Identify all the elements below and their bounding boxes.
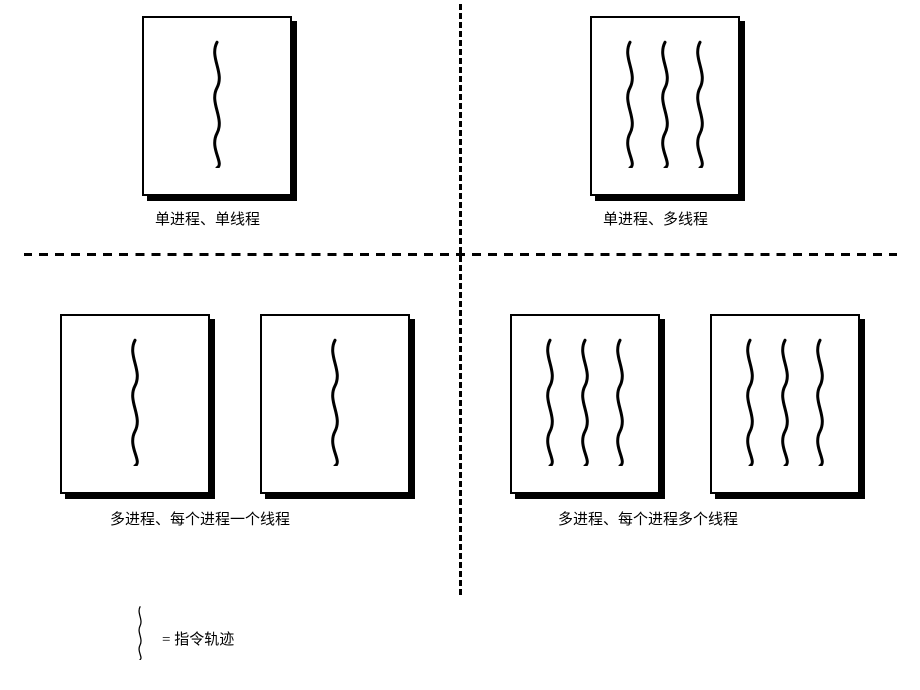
thread-wave-icon (123, 336, 147, 466)
quadrant-label-tr: 单进程、多线程 (603, 208, 708, 229)
thread-wave-icon (618, 38, 642, 168)
legend-text: = 指令轨迹 (162, 628, 234, 649)
vertical-divider (459, 4, 462, 595)
thread-wave-icon (773, 336, 797, 466)
quadrant-label-bl: 多进程、每个进程一个线程 (110, 508, 290, 529)
thread-wave-icon (573, 336, 597, 466)
thread-wave-icon (323, 336, 347, 466)
thread-wave-icon (608, 336, 632, 466)
thread-wave-icon (738, 336, 762, 466)
thread-wave-icon (808, 336, 832, 466)
thread-wave-icon (688, 38, 712, 168)
thread-wave-icon (135, 605, 145, 660)
diagram-canvas: 单进程、单线程 单进程、多线程多进程、每个进程一个线程 多进程、每个进程多个线程 = … (0, 0, 920, 690)
quadrant-label-br: 多进程、每个进程多个线程 (558, 508, 738, 529)
thread-wave-icon (205, 38, 229, 168)
thread-wave-icon (653, 38, 677, 168)
thread-wave-icon (538, 336, 562, 466)
quadrant-label-tl: 单进程、单线程 (155, 208, 260, 229)
